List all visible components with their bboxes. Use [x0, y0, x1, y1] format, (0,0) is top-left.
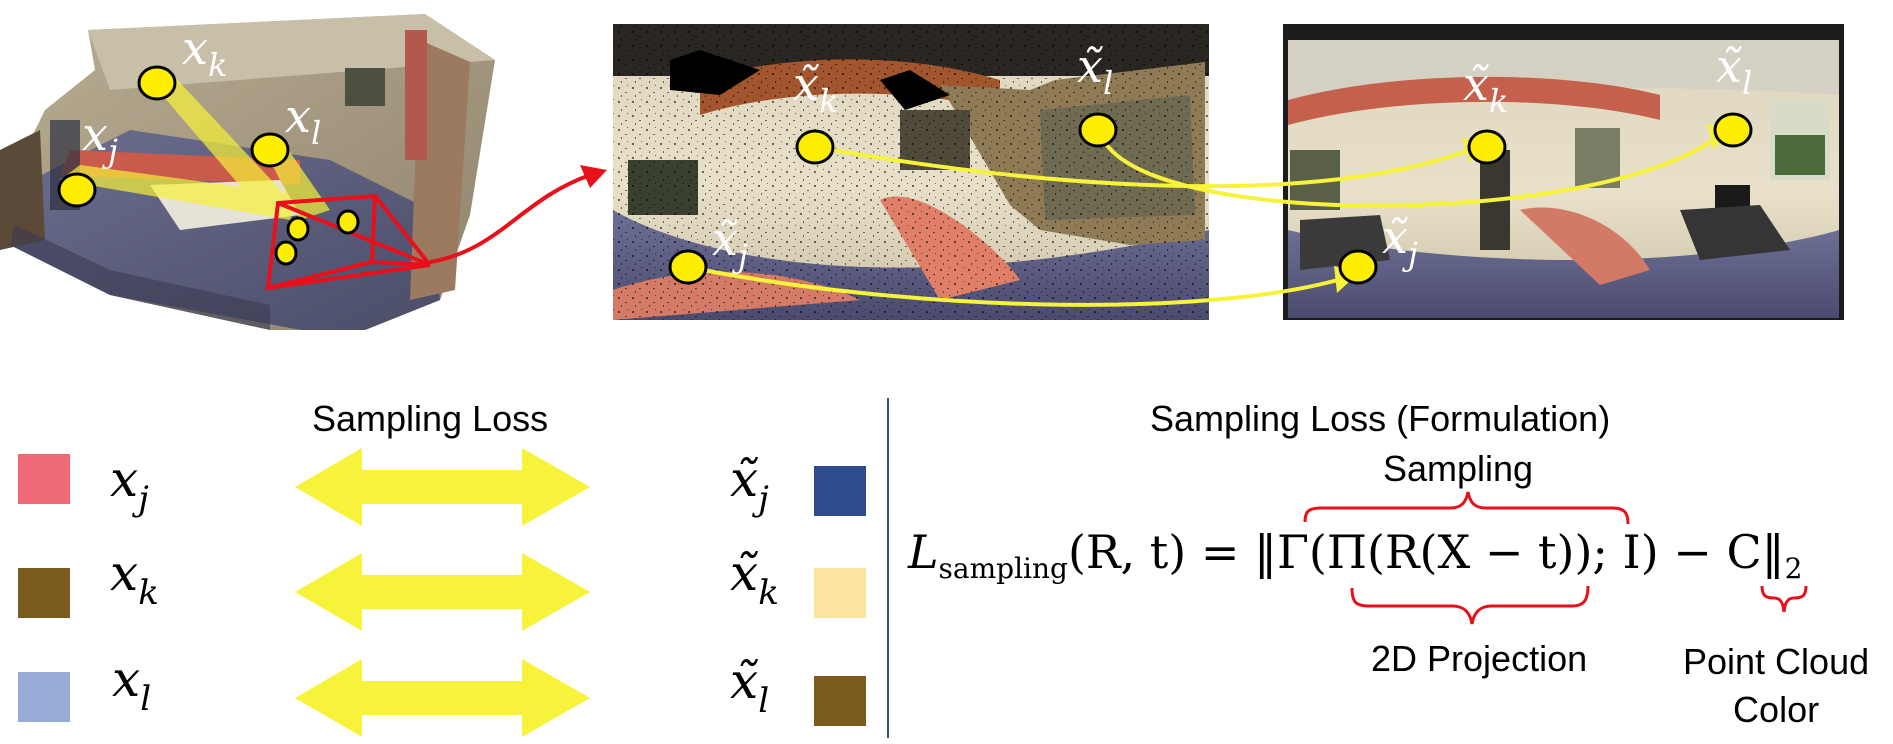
- camera-frustum: [265, 193, 432, 291]
- legend-title: Sampling Loss: [312, 398, 549, 439]
- brace-label-point-cloud-color: Point Cloud Color: [1683, 638, 1869, 734]
- legend-label-xj: xj: [110, 450, 149, 519]
- projected-image: [613, 24, 1209, 320]
- marker-tilde-xl-projected: [1078, 112, 1118, 148]
- brace-2d-projection: [1350, 585, 1590, 625]
- legend-swatch-tilde-xk: [814, 568, 866, 618]
- double-arrow-k: [295, 553, 590, 631]
- marker-xk: [137, 65, 177, 101]
- marker-tilde-xl-panorama: [1713, 112, 1753, 148]
- point-cloud-color-line2: Color: [1733, 689, 1820, 730]
- legend-label-tilde-xl: x̃l: [730, 652, 769, 721]
- label-xk: xk: [182, 21, 227, 84]
- point-markers-3d: [57, 65, 360, 266]
- projection-arrow: [429, 165, 607, 264]
- brace-label-sampling: Sampling: [1383, 448, 1534, 489]
- formula: Lsampling(R, t) = ‖Γ(Π(R(X − t)); I) − C…: [907, 491, 1808, 625]
- marker-xl: [250, 132, 290, 168]
- marker-tilde-xk-projected: [795, 129, 835, 165]
- point-cloud-scene: xk xl xj x̃k x̃l x̃j x̃k x̃l x̃j: [0, 14, 1844, 330]
- marker-tilde-xk-panorama: [1467, 129, 1507, 165]
- label-xl: xl: [285, 89, 321, 152]
- sampling-loss-equation: Lsampling(R, t) = ‖Γ(Π(R(X − t)); I) − C…: [907, 525, 1802, 585]
- formula-title: Sampling Loss (Formulation): [1150, 398, 1611, 439]
- legend-label-xl: xl: [112, 650, 151, 719]
- svg-text:x̃k: x̃k: [793, 57, 838, 120]
- double-arrow-l: [295, 659, 590, 737]
- correspondence-arrows: [687, 129, 1722, 307]
- label-xj: xj: [82, 107, 118, 170]
- legend-swatch-tilde-xl: [814, 676, 866, 726]
- marker-xj: [57, 172, 97, 208]
- brace-sampling: [1303, 491, 1630, 525]
- legend-label-tilde-xj: x̃j: [730, 450, 769, 519]
- marker-tilde-xj-projected: [668, 249, 708, 285]
- point-markers-2d: [668, 112, 1753, 285]
- brace-label-2d-projection: 2D Projection: [1371, 638, 1588, 679]
- point-cloud-color-line1: Point Cloud: [1683, 641, 1870, 682]
- legend-swatch-xk: [18, 568, 70, 618]
- legend: xj x̃j xk x̃k xl x̃l: [18, 448, 866, 737]
- legend-label-tilde-xk: x̃k: [730, 544, 779, 613]
- legend-label-xk: xk: [110, 544, 159, 613]
- legend-swatch-tilde-xj: [814, 466, 866, 516]
- legend-swatch-xl: [18, 672, 70, 722]
- brace-point-cloud-color: [1760, 585, 1808, 613]
- legend-swatch-xj: [18, 454, 70, 504]
- marker-tilde-xj-panorama: [1338, 249, 1378, 285]
- double-arrow-j: [295, 448, 590, 526]
- section-divider: [887, 398, 889, 738]
